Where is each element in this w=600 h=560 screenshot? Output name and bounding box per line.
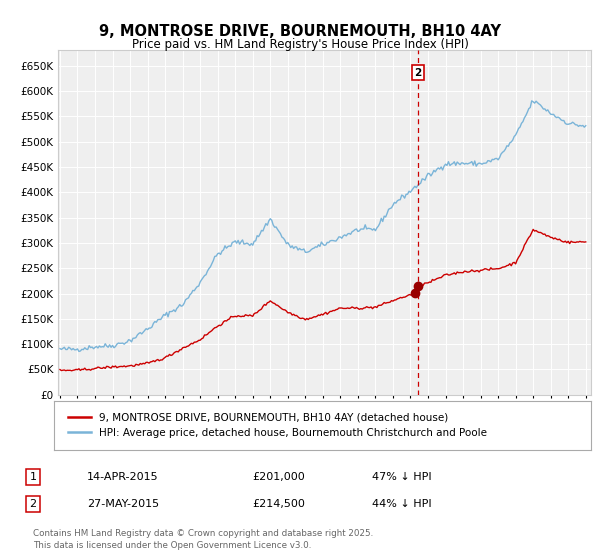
Text: Contains HM Land Registry data © Crown copyright and database right 2025.
This d: Contains HM Land Registry data © Crown c… <box>33 529 373 550</box>
Text: 44% ↓ HPI: 44% ↓ HPI <box>372 499 431 509</box>
Text: 1: 1 <box>29 472 37 482</box>
Text: 2: 2 <box>29 499 37 509</box>
Text: 2: 2 <box>414 68 421 78</box>
Text: 14-APR-2015: 14-APR-2015 <box>87 472 158 482</box>
Text: Price paid vs. HM Land Registry's House Price Index (HPI): Price paid vs. HM Land Registry's House … <box>131 38 469 51</box>
Text: £214,500: £214,500 <box>252 499 305 509</box>
Text: 9, MONTROSE DRIVE, BOURNEMOUTH, BH10 4AY: 9, MONTROSE DRIVE, BOURNEMOUTH, BH10 4AY <box>99 24 501 39</box>
Text: £201,000: £201,000 <box>252 472 305 482</box>
Text: 47% ↓ HPI: 47% ↓ HPI <box>372 472 431 482</box>
Text: 27-MAY-2015: 27-MAY-2015 <box>87 499 159 509</box>
Legend: 9, MONTROSE DRIVE, BOURNEMOUTH, BH10 4AY (detached house), HPI: Average price, d: 9, MONTROSE DRIVE, BOURNEMOUTH, BH10 4AY… <box>65 410 490 441</box>
